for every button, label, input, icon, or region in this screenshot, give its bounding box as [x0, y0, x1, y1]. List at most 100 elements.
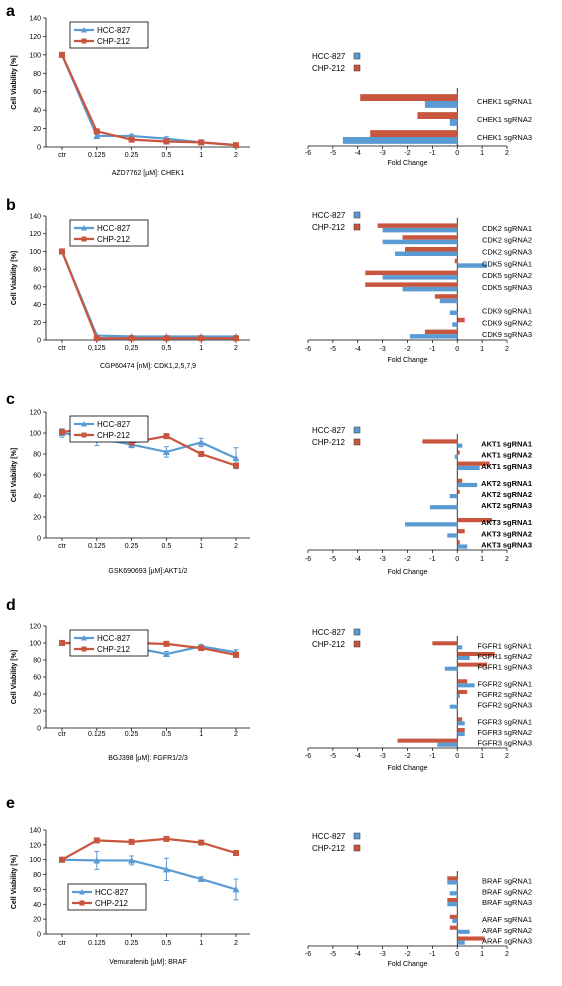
panel-letter-a: a — [6, 3, 15, 20]
legend-swatch — [353, 832, 361, 840]
bar-chp-212 — [457, 461, 490, 466]
bar-hcc-827 — [447, 533, 458, 538]
bar-hcc-827 — [424, 101, 458, 108]
x-tick-label: -1 — [429, 150, 435, 157]
x-tick-label: 2 — [505, 346, 509, 353]
y-tick-label: 80 — [33, 452, 41, 459]
bar-hcc-827 — [452, 918, 458, 924]
y-tick-label: 120 — [29, 624, 41, 631]
bar-chp-212 — [402, 235, 458, 240]
y-tick-label: 60 — [33, 675, 41, 682]
data-point-hcc-827 — [128, 856, 136, 864]
legend-marker — [81, 646, 87, 652]
data-point-chp-212 — [163, 835, 170, 842]
y-tick-label: 0 — [37, 726, 41, 733]
bar-chp-212 — [457, 679, 468, 684]
y-tick-label: 0 — [37, 932, 41, 939]
y-axis-title: Cell Viability [%] — [11, 251, 18, 305]
bar-hcc-827 — [457, 263, 488, 268]
x-tick-label: 1 — [480, 150, 484, 157]
legend-swatch — [353, 438, 361, 446]
legend-label: CHP-212 — [97, 37, 130, 46]
data-point-hcc-827 — [93, 132, 101, 139]
panel-letter-b: b — [6, 197, 16, 214]
x-tick-label: -5 — [330, 951, 336, 958]
bar-hcc-827 — [449, 119, 458, 126]
x-axis-title: Fold Change — [387, 765, 427, 772]
bar-chp-212 — [457, 450, 460, 455]
legend-box — [69, 219, 149, 247]
row-label: FGFR2 sgRNA2 — [477, 690, 532, 699]
x-tick-label: 2 — [505, 150, 509, 157]
x-tick-label: 0.125 — [88, 543, 106, 550]
legend-label: CHP-212 — [312, 844, 345, 853]
x-axis-title: Fold Change — [387, 357, 427, 364]
panel-letter-c: c — [6, 391, 15, 408]
data-point-chp-212 — [59, 640, 65, 646]
row-label: AKT3 sgRNA3 — [481, 540, 532, 549]
bar-chp-212 — [449, 925, 458, 930]
bar-chp-212 — [457, 717, 463, 722]
row-label: CDK5 sgRNA3 — [482, 283, 532, 292]
x-tick-label: 0.25 — [125, 940, 139, 947]
y-tick-label: 20 — [33, 515, 41, 522]
bar-chp-212 — [457, 317, 465, 323]
bar-chp-212 — [370, 130, 458, 137]
x-tick-label: 1 — [480, 951, 484, 958]
series-line-hcc-827 — [60, 54, 237, 147]
x-tick-label: 1 — [199, 731, 203, 738]
row-label: ARAF sgRNA1 — [482, 915, 532, 924]
legend-marker — [81, 635, 87, 641]
y-axis-title: Cell Viability [%] — [11, 855, 18, 909]
bar-chp-212 — [457, 489, 460, 494]
data-point-chp-212 — [233, 142, 239, 149]
x-tick-label: -3 — [380, 753, 386, 760]
bar-hcc-827 — [457, 940, 465, 945]
bar-chp-212 — [457, 518, 493, 523]
bar-hcc-827 — [457, 482, 478, 488]
panel-letter-d: d — [6, 597, 16, 614]
row-label: CDK9 sgRNA2 — [482, 318, 532, 327]
y-tick-label: 40 — [33, 302, 41, 309]
x-tick-label: -4 — [355, 150, 361, 157]
bar-chp-212 — [447, 876, 458, 881]
x-tick-label: 1 — [480, 556, 484, 563]
bar-chp-212 — [457, 689, 468, 694]
bar-chp-212 — [457, 727, 465, 732]
data-point-hcc-827 — [93, 856, 101, 864]
row-label: CDK9 sgRNA3 — [482, 330, 532, 339]
row-label: ARAF sgRNA2 — [482, 926, 532, 935]
data-point-chp-212 — [59, 428, 65, 435]
x-tick-label: -4 — [355, 951, 361, 958]
legend-marker — [81, 225, 87, 231]
legend-box — [67, 883, 147, 911]
row-label: CHEK1 sgRNA3 — [477, 133, 532, 142]
x-tick-label: -4 — [355, 346, 361, 353]
x-tick-label: 2 — [234, 345, 238, 352]
legend-swatch — [353, 64, 361, 72]
legend-swatch — [353, 211, 361, 219]
bar-hcc-827 — [395, 251, 458, 256]
y-tick-label: 40 — [33, 494, 41, 501]
legend-label: HCC-827 — [312, 832, 346, 841]
row-label: FGFR3 sgRNA3 — [477, 739, 532, 748]
data-point-chp-212 — [93, 335, 100, 342]
bar-chp-212 — [434, 294, 458, 299]
y-tick-label: 20 — [33, 126, 41, 133]
x-tick-label: 2 — [505, 556, 509, 563]
y-tick-label: 100 — [29, 641, 41, 648]
bar-hcc-827 — [437, 742, 458, 747]
legend-label: HCC-827 — [312, 426, 346, 435]
legend-label: HCC-827 — [312, 52, 346, 61]
data-point-chp-212 — [59, 248, 65, 255]
x-tick-label: ctr — [58, 152, 66, 159]
data-point-chp-212 — [198, 451, 205, 457]
row-label: FGFR1 sgRNA3 — [477, 663, 532, 672]
x-tick-label: -2 — [404, 150, 410, 157]
bar-hcc-827 — [409, 334, 458, 339]
legend-swatch — [353, 844, 361, 852]
row-label: CDK2 sgRNA2 — [482, 236, 532, 245]
series-line-chp-212 — [60, 251, 236, 340]
x-tick-label: ctr — [58, 345, 66, 352]
bar-chp-212 — [457, 529, 465, 534]
